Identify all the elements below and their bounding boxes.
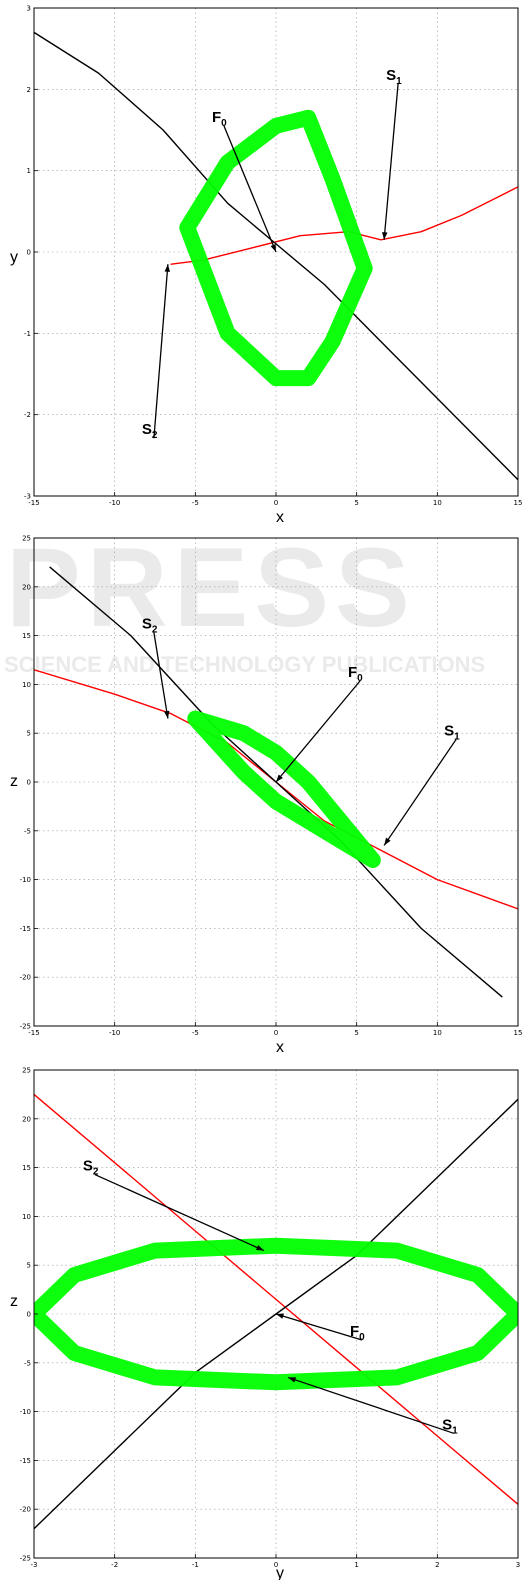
y-tick-label: 25 xyxy=(22,1067,31,1075)
y-tick-label: -10 xyxy=(20,1408,31,1416)
annotation-arrow xyxy=(94,1173,265,1252)
chart-panel-2: -15 -10 -5 0 5 10 15 -25 -20 -15 -10 -5 0 5 10 15 20 25 x z… xyxy=(10,535,522,1057)
y-tick-label: -2 xyxy=(24,411,31,419)
watermark: PRESS SCIENCE AND TECHNOLOGY PUBLICATION… xyxy=(4,525,485,677)
annotation-arrowhead xyxy=(384,837,391,846)
x-tick-label: 10 xyxy=(433,1029,442,1037)
y-tick-label: -5 xyxy=(24,827,31,835)
watermark-text: PRESS xyxy=(6,525,416,650)
annotation-arrow xyxy=(223,125,277,253)
annotation-arrow xyxy=(275,1313,363,1341)
y-tick-label: -5 xyxy=(24,1359,31,1367)
x-tick-label: -15 xyxy=(28,499,39,507)
y-tick-label: 2 xyxy=(27,86,31,94)
annotation-arrowhead xyxy=(382,232,388,240)
y-tick-label: 20 xyxy=(22,583,31,591)
y-tick-label: 5 xyxy=(27,730,31,738)
annotation-arrow xyxy=(153,264,169,439)
x-tick-label: 3 xyxy=(516,1561,520,1569)
y-tick-label: -3 xyxy=(24,493,31,501)
x-tick-label: 15 xyxy=(514,499,523,507)
x-tick-label: -5 xyxy=(192,499,199,507)
y-tick-label: 15 xyxy=(22,632,31,640)
x-tick-label: 0 xyxy=(274,1561,278,1569)
x-axis-label: x xyxy=(276,509,284,526)
y-tick-label: 0 xyxy=(27,779,31,787)
x-axis-label: y xyxy=(276,1565,284,1580)
y-tick-label: 5 xyxy=(27,1262,31,1270)
y-tick-label: 3 xyxy=(27,5,31,13)
y-tick-label: 15 xyxy=(22,1164,31,1172)
y-tick-label: -15 xyxy=(20,925,31,933)
y-tick-label: -20 xyxy=(20,1506,31,1514)
y-tick-label: 25 xyxy=(22,535,31,543)
y-tick-label: 0 xyxy=(27,249,31,257)
x-tick-label: 15 xyxy=(514,1029,523,1037)
annotation-arrowhead xyxy=(255,1244,264,1251)
y-tick-label: -1 xyxy=(24,330,31,338)
x-tick-label: 5 xyxy=(354,1029,358,1037)
x-tick-label: -5 xyxy=(192,1029,199,1037)
series-line-2 xyxy=(34,31,518,481)
series-line-3 xyxy=(187,710,381,869)
plot-area xyxy=(34,31,518,481)
annotation-arrowhead xyxy=(288,1377,297,1383)
annotation-arrow xyxy=(287,1376,455,1435)
watermark-subtext: SCIENCE AND TECHNOLOGY PUBLICATIONS xyxy=(4,652,485,677)
annotation-arrow xyxy=(383,739,457,846)
annotation-arrowhead xyxy=(276,774,283,782)
y-tick-label: 1 xyxy=(27,167,31,175)
y-tick-label: -10 xyxy=(20,876,31,884)
annotation-arrow xyxy=(153,632,169,719)
x-tick-label: -10 xyxy=(109,499,120,507)
chart-panel-3: -3 -2 -1 0 1 2 3-25-20-15-10-50510152025yzS2F0… xyxy=(10,1067,520,1580)
y-tick-label: 0 xyxy=(27,1311,31,1319)
x-tick-label: -1 xyxy=(192,1561,199,1569)
annotation-label: F0 xyxy=(212,109,227,129)
x-tick-label: 5 xyxy=(354,499,358,507)
series-line-3 xyxy=(34,1237,518,1391)
series-line-3 xyxy=(179,109,373,387)
series-line-1 xyxy=(34,1093,518,1506)
y-tick-label: 20 xyxy=(22,1115,31,1123)
x-tick-label: 10 xyxy=(433,499,442,507)
y-tick-label: -25 xyxy=(20,1023,31,1031)
y-tick-label: -25 xyxy=(20,1555,31,1563)
plot-area xyxy=(34,1093,518,1530)
annotation-arrowhead xyxy=(164,264,171,272)
y-axis-label: z xyxy=(10,1293,18,1310)
annotation-label: S2 xyxy=(83,1158,99,1178)
x-axis-label: x xyxy=(276,1039,284,1056)
annotation-label: S1 xyxy=(444,722,460,742)
x-tick-label: 1 xyxy=(354,1561,358,1569)
y-tick-label: -15 xyxy=(20,1457,31,1465)
annotation-arrowhead xyxy=(163,710,170,719)
annotation-label: S1 xyxy=(386,67,402,87)
x-tick-label: -2 xyxy=(111,1561,118,1569)
annotation-arrowhead xyxy=(270,244,276,252)
annotation-label: S1 xyxy=(442,1416,458,1436)
y-axis-label: z xyxy=(10,773,18,790)
y-tick-label: 10 xyxy=(22,1213,31,1221)
x-tick-label: 0 xyxy=(274,499,278,507)
series-line-1 xyxy=(170,186,518,265)
x-tick-label: -3 xyxy=(31,1561,38,1569)
x-tick-label: 0 xyxy=(274,1029,278,1037)
x-tick-label: -15 xyxy=(28,1029,39,1037)
annotation-label: F0 xyxy=(350,1323,365,1343)
x-tick-label: 2 xyxy=(435,1561,439,1569)
y-tick-label: -20 xyxy=(20,974,31,982)
annotation-arrowhead xyxy=(276,1313,284,1319)
x-tick-label: -10 xyxy=(109,1029,120,1037)
y-axis-label: y xyxy=(10,249,18,266)
annotation-arrow xyxy=(383,83,399,240)
y-tick-label: 10 xyxy=(22,681,31,689)
annotation-arrow xyxy=(275,680,361,783)
